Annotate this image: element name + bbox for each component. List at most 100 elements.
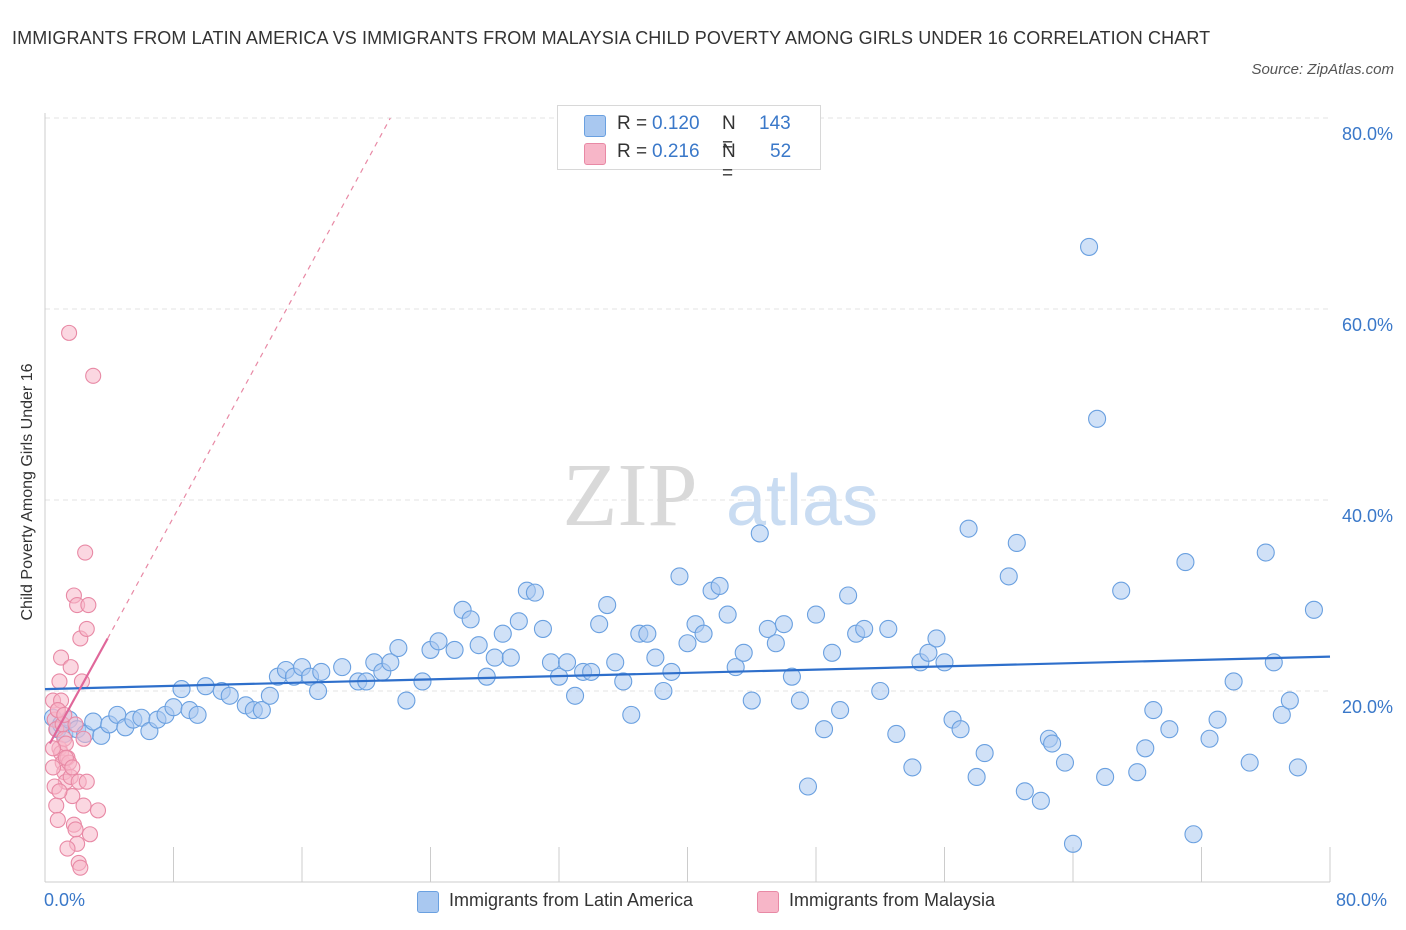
data-point-latin-america [525, 583, 544, 602]
data-point-latin-america [397, 691, 416, 710]
data-point-latin-america [999, 567, 1018, 586]
data-point-latin-america [188, 705, 207, 724]
data-point-latin-america [1144, 701, 1163, 720]
data-point-latin-america [622, 705, 641, 724]
legend-r-value: 0.120 [652, 113, 700, 134]
data-point-latin-america [935, 653, 954, 672]
data-point-latin-america [309, 681, 328, 701]
data-point-malaysia [51, 673, 68, 690]
data-point-latin-america [662, 662, 681, 681]
legend-r-label: R = [617, 113, 648, 134]
watermark: ZIP atlas [563, 446, 879, 545]
data-point-latin-america [782, 667, 801, 686]
data-point-malaysia [51, 783, 68, 800]
data-point-latin-america [1136, 739, 1155, 758]
legend-n-label: N = [722, 141, 736, 184]
data-point-latin-america [927, 629, 946, 648]
data-point-latin-america [855, 619, 874, 638]
data-point-malaysia [77, 544, 94, 561]
legend-n-label: N = [722, 113, 736, 156]
data-point-malaysia [64, 759, 81, 776]
data-point-malaysia [75, 797, 92, 814]
data-point-latin-america [919, 643, 938, 662]
legend-n-value: 52 [770, 141, 792, 162]
data-point-latin-america [839, 586, 858, 605]
data-point-latin-america [164, 698, 183, 717]
legend-swatch-pink [584, 143, 606, 165]
bottom-legend-label: Immigrants from Latin America [449, 890, 694, 910]
trend-lines [44, 117, 1331, 745]
data-point-latin-america [1015, 782, 1034, 801]
trend-line-malaysia [48, 637, 109, 745]
data-point-latin-america [887, 724, 906, 744]
data-point-latin-america [260, 686, 279, 705]
legend-n-value: 143 [759, 113, 791, 134]
data-point-latin-america [477, 667, 496, 686]
data-point-latin-america [798, 777, 818, 796]
data-point-malaysia [85, 367, 102, 384]
data-point-latin-america [879, 619, 898, 638]
data-point-latin-america [1240, 753, 1259, 772]
data-point-latin-america [493, 624, 512, 643]
data-point-malaysia [78, 773, 95, 790]
trend-line-latin-america [44, 655, 1331, 691]
data-point-latin-america [1112, 581, 1131, 600]
chart-title: IMMIGRANTS FROM LATIN AMERICA VS IMMIGRA… [12, 28, 1211, 48]
data-point-malaysia [62, 659, 79, 676]
data-point-latin-america [1304, 600, 1323, 619]
data-point-latin-america [509, 612, 528, 631]
data-point-malaysia [80, 596, 97, 614]
legend: R = 0.120 N = 143 R = 0.216 N = 52 [557, 105, 821, 184]
data-point-latin-america [1096, 767, 1115, 787]
data-point-latin-america [1264, 653, 1283, 672]
data-point-malaysia [48, 797, 65, 814]
data-point-latin-america [654, 681, 673, 701]
data-point-malaysia [53, 649, 70, 666]
data-point-latin-america [1224, 672, 1243, 691]
data-point-latin-america [694, 624, 713, 643]
data-point-latin-america [312, 662, 331, 681]
data-point-latin-america [389, 638, 408, 658]
legend-swatch-blue [584, 115, 606, 137]
data-point-latin-america [814, 720, 834, 739]
data-point-latin-america [582, 662, 601, 681]
data-point-latin-america [951, 720, 970, 739]
series-malaysia [44, 324, 107, 876]
data-point-latin-america [975, 744, 994, 763]
data-point-malaysia [67, 716, 84, 733]
data-point-malaysia [49, 811, 66, 828]
data-point-latin-america [831, 701, 850, 720]
source-label: Source: ZipAtlas.com [1251, 61, 1394, 78]
data-point-latin-america [646, 648, 665, 667]
data-point-latin-america [557, 653, 577, 672]
data-point-malaysia [44, 759, 62, 776]
data-point-latin-america [1007, 533, 1026, 553]
data-point-latin-america [566, 686, 585, 705]
data-point-latin-america [1208, 710, 1227, 729]
data-point-latin-america [1288, 758, 1307, 777]
data-point-latin-america [469, 636, 488, 655]
data-point-latin-america [790, 691, 809, 710]
data-point-latin-america [871, 681, 890, 701]
data-point-latin-america [1080, 237, 1099, 256]
y-tick-label: 80.0% [1342, 124, 1393, 144]
data-point-latin-america [806, 605, 826, 624]
data-point-malaysia [67, 821, 84, 838]
data-point-latin-america [252, 701, 271, 720]
data-point-latin-america [1055, 753, 1075, 772]
data-point-malaysia [78, 620, 95, 637]
data-point-latin-america [766, 634, 785, 653]
data-point-latin-america [461, 610, 480, 629]
data-point-latin-america [598, 595, 617, 615]
data-point-malaysia [44, 740, 62, 757]
data-point-latin-america [220, 686, 239, 705]
data-point-latin-america [750, 524, 769, 543]
data-point-latin-america [1200, 729, 1219, 748]
data-point-latin-america [1128, 763, 1147, 782]
x-tick-label-min: 0.0% [44, 890, 86, 910]
legend-r-label: R = [617, 141, 648, 162]
data-point-latin-america [333, 658, 352, 677]
data-point-latin-america [823, 643, 842, 662]
data-point-latin-america [967, 767, 986, 787]
data-point-latin-america [1088, 409, 1107, 428]
